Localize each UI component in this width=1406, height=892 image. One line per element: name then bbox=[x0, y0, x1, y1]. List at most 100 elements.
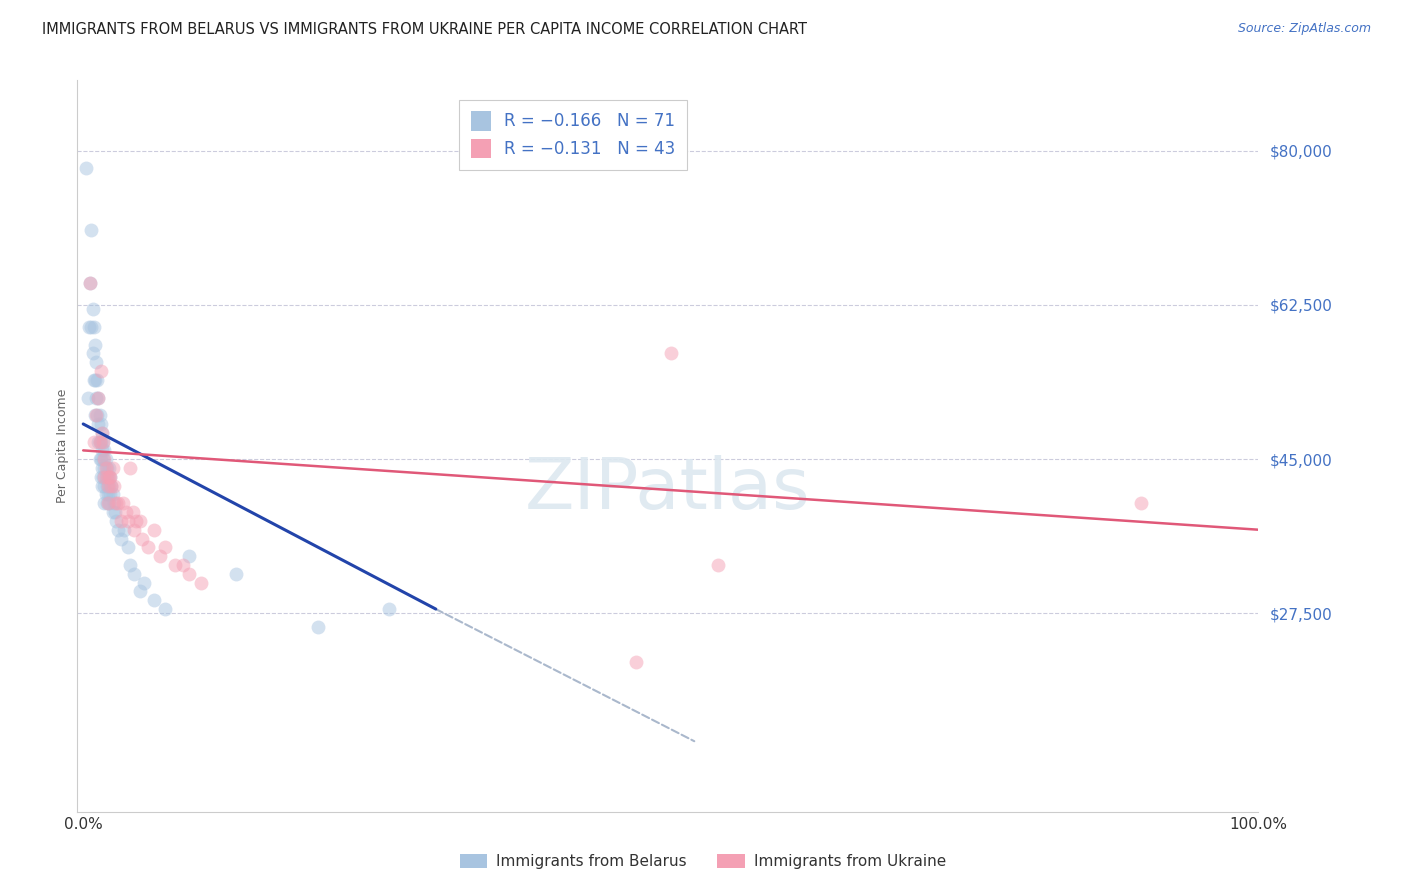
Point bbox=[93, 452, 115, 467]
Point bbox=[98, 470, 121, 484]
Point bbox=[82, 302, 104, 317]
Point bbox=[97, 487, 120, 501]
Point bbox=[98, 496, 121, 510]
Text: IMMIGRANTS FROM BELARUS VS IMMIGRANTS FROM UKRAINE PER CAPITA INCOME CORRELATION: IMMIGRANTS FROM BELARUS VS IMMIGRANTS FR… bbox=[42, 22, 807, 37]
Point bbox=[101, 505, 124, 519]
Point bbox=[90, 434, 112, 449]
Text: Source: ZipAtlas.com: Source: ZipAtlas.com bbox=[1237, 22, 1371, 36]
Point bbox=[84, 408, 107, 422]
Point bbox=[89, 408, 111, 422]
Point bbox=[93, 461, 115, 475]
Point bbox=[93, 478, 115, 492]
Point bbox=[93, 496, 115, 510]
Point bbox=[98, 470, 121, 484]
Point bbox=[83, 373, 105, 387]
Point bbox=[94, 487, 117, 501]
Point bbox=[84, 408, 107, 422]
Point bbox=[84, 391, 107, 405]
Point bbox=[93, 443, 115, 458]
Point bbox=[96, 470, 118, 484]
Point bbox=[120, 461, 142, 475]
Point bbox=[101, 487, 124, 501]
Point bbox=[100, 478, 122, 492]
Point bbox=[91, 434, 114, 449]
Point bbox=[90, 470, 112, 484]
Point bbox=[87, 391, 110, 405]
Point bbox=[98, 487, 121, 501]
Point bbox=[112, 523, 135, 537]
Point bbox=[93, 470, 115, 484]
Point bbox=[707, 558, 730, 572]
Point bbox=[84, 373, 107, 387]
Point bbox=[131, 532, 153, 546]
Point bbox=[122, 523, 145, 537]
Point bbox=[86, 373, 108, 387]
Point bbox=[77, 320, 100, 334]
Point bbox=[103, 496, 125, 510]
Point bbox=[94, 452, 117, 467]
Point bbox=[114, 505, 136, 519]
Point bbox=[98, 461, 121, 475]
Point bbox=[91, 425, 114, 440]
Point bbox=[117, 541, 139, 555]
Point bbox=[377, 602, 399, 616]
Point bbox=[98, 470, 121, 484]
Point bbox=[84, 337, 107, 351]
Point bbox=[155, 541, 177, 555]
Point bbox=[80, 223, 103, 237]
Point bbox=[96, 461, 118, 475]
Point bbox=[110, 514, 132, 528]
Y-axis label: Per Capita Income: Per Capita Income bbox=[56, 389, 69, 503]
Point bbox=[87, 417, 110, 431]
Point bbox=[97, 496, 120, 510]
Point bbox=[91, 452, 114, 467]
Point bbox=[128, 514, 150, 528]
Point bbox=[94, 461, 117, 475]
Point bbox=[91, 461, 114, 475]
Point bbox=[104, 505, 127, 519]
Point bbox=[96, 496, 118, 510]
Point bbox=[103, 478, 125, 492]
Point bbox=[110, 532, 132, 546]
Point bbox=[89, 434, 111, 449]
Point bbox=[83, 434, 105, 449]
Point bbox=[125, 514, 148, 528]
Point bbox=[100, 478, 122, 492]
Legend: Immigrants from Belarus, Immigrants from Ukraine: Immigrants from Belarus, Immigrants from… bbox=[454, 848, 952, 875]
Point bbox=[136, 541, 159, 555]
Point bbox=[134, 575, 156, 590]
Point bbox=[177, 549, 200, 563]
Point bbox=[80, 320, 103, 334]
Point bbox=[82, 346, 104, 360]
Point bbox=[107, 496, 129, 510]
Point bbox=[307, 620, 329, 634]
Point bbox=[149, 549, 172, 563]
Point bbox=[87, 434, 110, 449]
Point bbox=[190, 575, 212, 590]
Legend: R = −0.166   N = 71, R = −0.131   N = 43: R = −0.166 N = 71, R = −0.131 N = 43 bbox=[460, 100, 688, 169]
Point bbox=[98, 478, 121, 492]
Point bbox=[91, 470, 114, 484]
Text: ZIPatlas: ZIPatlas bbox=[524, 456, 811, 524]
Point bbox=[89, 434, 111, 449]
Point bbox=[89, 452, 111, 467]
Point bbox=[77, 391, 100, 405]
Point bbox=[90, 364, 112, 378]
Point bbox=[84, 355, 107, 369]
Point bbox=[107, 523, 129, 537]
Point bbox=[79, 276, 101, 290]
Point bbox=[94, 470, 117, 484]
Point bbox=[90, 452, 112, 467]
Point bbox=[121, 505, 143, 519]
Point bbox=[659, 346, 682, 360]
Point bbox=[128, 584, 150, 599]
Point bbox=[142, 593, 165, 607]
Point bbox=[101, 461, 124, 475]
Point bbox=[87, 391, 110, 405]
Point bbox=[83, 320, 105, 334]
Point bbox=[142, 523, 165, 537]
Point bbox=[86, 408, 108, 422]
Point bbox=[105, 514, 128, 528]
Point bbox=[90, 417, 112, 431]
Point bbox=[97, 470, 120, 484]
